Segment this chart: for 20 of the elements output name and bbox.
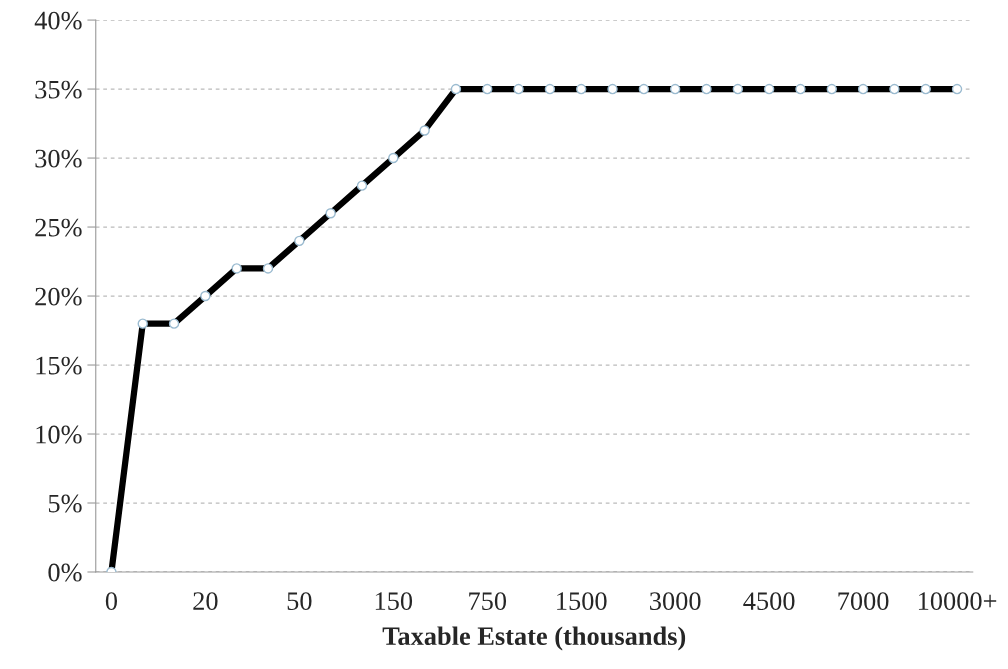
y-tick-label: 40% — [34, 11, 82, 30]
x-tick-label: 750 — [469, 592, 507, 611]
x-tick-label: 3000 — [650, 592, 701, 611]
y-tick-label: 35% — [35, 80, 82, 99]
y-tick-label: 0% — [48, 563, 82, 582]
x-axis-title: Taxable Estate (thousands) — [382, 626, 686, 651]
y-tick-label: 10% — [36, 425, 82, 444]
y-tick-label: 25% — [35, 218, 82, 237]
x-tick-label: 1500 — [557, 592, 607, 611]
y-tick-label: 15% — [36, 356, 82, 375]
x-tick-label: 20 — [193, 592, 218, 611]
y-tick-label: 20% — [35, 287, 82, 306]
x-tick-label: 4500 — [743, 592, 795, 611]
y-tick-label: 30% — [35, 149, 82, 168]
x-tick-label: 10000+ — [918, 592, 997, 611]
x-tick-label: 0 — [105, 592, 118, 611]
x-tick-label: 7000 — [838, 592, 889, 611]
x-tick-label: 50 — [287, 592, 312, 611]
x-tick-label: 150 — [375, 592, 413, 611]
y-tick-label: 5% — [48, 494, 82, 513]
